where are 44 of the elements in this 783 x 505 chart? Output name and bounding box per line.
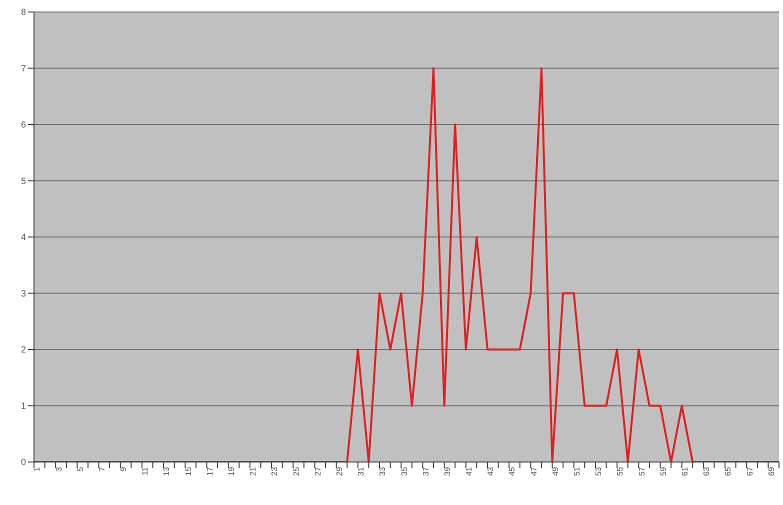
x-tick-label: 47 [529, 466, 538, 476]
x-tick-label: 59 [658, 466, 668, 476]
x-tick-label: 33 [378, 466, 388, 476]
x-tick-label: 17 [205, 466, 214, 476]
x-tick-label: 7 [97, 466, 106, 472]
y-tick-label: 5 [20, 176, 26, 186]
x-tick-label: 45 [508, 466, 517, 476]
x-tick-label: 9 [119, 466, 128, 472]
x-tick-label: 19 [227, 466, 236, 476]
y-tick-label: 7 [20, 63, 26, 74]
x-tick-label: 35 [400, 466, 409, 476]
x-tick-label: 23 [270, 466, 280, 476]
y-tick-label: 1 [20, 400, 26, 411]
x-tick-label: 37 [421, 466, 430, 476]
x-tick-label: 55 [616, 466, 625, 476]
x-tick-label: 21 [248, 466, 258, 476]
x-tick-label: 61 [680, 466, 690, 476]
x-tick-label: 13 [162, 466, 172, 476]
x-tick-label: 57 [637, 466, 646, 476]
x-tick-label: 41 [464, 466, 474, 476]
x-tick-label: 69 [766, 466, 776, 476]
x-tick-label: 65 [724, 466, 733, 476]
y-tick-label: 3 [20, 288, 26, 298]
x-tick-label: 3 [54, 466, 64, 472]
x-tick-label: 39 [442, 466, 452, 476]
y-tick-label: 0 [20, 457, 26, 468]
y-tick-label: 8 [20, 7, 26, 18]
x-tick-label: 11 [140, 466, 150, 476]
x-tick-label: 51 [572, 466, 582, 476]
x-tick-label: 67 [745, 466, 754, 476]
x-tick-label: 27 [313, 466, 322, 476]
y-tick-label: 4 [20, 232, 26, 242]
x-tick-label: 1 [32, 466, 42, 472]
x-tick-label: 53 [594, 466, 604, 476]
x-tick-label: 63 [702, 466, 712, 476]
x-tick-label: 25 [292, 466, 301, 476]
x-tick-label: 49 [550, 466, 560, 476]
x-tick-label: 43 [486, 466, 496, 476]
x-tick-label: 29 [335, 466, 344, 476]
x-tick-label: 31 [356, 466, 366, 476]
x-tick-label: 15 [184, 466, 193, 476]
x-tick-label: 5 [76, 466, 85, 472]
y-tick-label: 6 [20, 120, 26, 130]
y-tick-label: 2 [20, 344, 26, 355]
